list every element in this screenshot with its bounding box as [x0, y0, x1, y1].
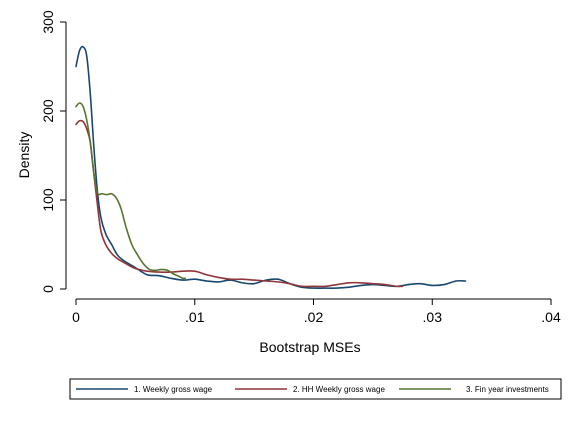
legend-item-hh-weekly-gross-wage-label: 2. HH Weekly gross wage — [293, 385, 385, 394]
y-axis-title: Density — [16, 132, 32, 179]
legend-box — [69, 378, 562, 400]
series-hh-weekly-gross-wage-line — [75, 119, 404, 288]
legend: 1. Weekly gross wage 2. HH Weekly gross w… — [69, 378, 562, 400]
series-weekly-gross-wage-line — [75, 45, 467, 289]
y-tick-label: 300 — [40, 10, 56, 34]
x-tick-label: 0 — [72, 309, 80, 325]
x-axis: 0 .01 .02 .03 .04 — [72, 298, 561, 325]
x-tick-label: .03 — [423, 309, 443, 325]
x-axis-title: Bootstrap MSEs — [259, 339, 360, 355]
y-tick-label: 200 — [40, 99, 56, 123]
y-tick-label: 0 — [40, 285, 56, 293]
legend-item-weekly-gross-wage-label: 1. Weekly gross wage — [134, 385, 213, 394]
x-tick-label: .02 — [304, 309, 324, 325]
y-axis: 0 100 200 300 — [40, 10, 67, 293]
series-fin-year-investments-line — [75, 102, 187, 280]
x-tick-label: .04 — [541, 309, 561, 325]
series-layer — [75, 45, 467, 289]
legend-item-fin-year-investments-label: 3. Fin year investments — [466, 385, 549, 394]
x-tick-label: .01 — [185, 309, 205, 325]
y-tick-label: 100 — [40, 188, 56, 212]
